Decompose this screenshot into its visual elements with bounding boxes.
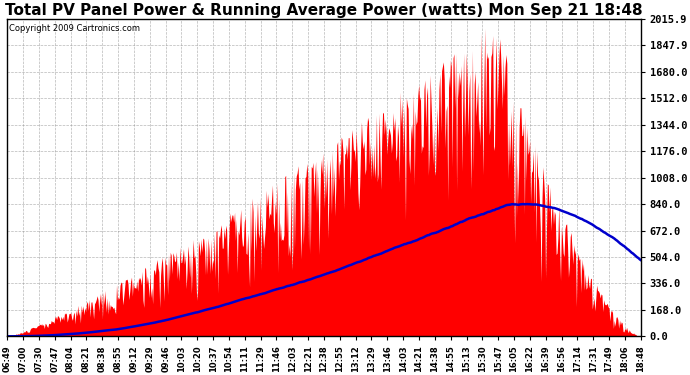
Text: Copyright 2009 Cartronics.com: Copyright 2009 Cartronics.com <box>8 24 139 33</box>
Title: Total PV Panel Power & Running Average Power (watts) Mon Sep 21 18:48: Total PV Panel Power & Running Average P… <box>5 3 643 18</box>
